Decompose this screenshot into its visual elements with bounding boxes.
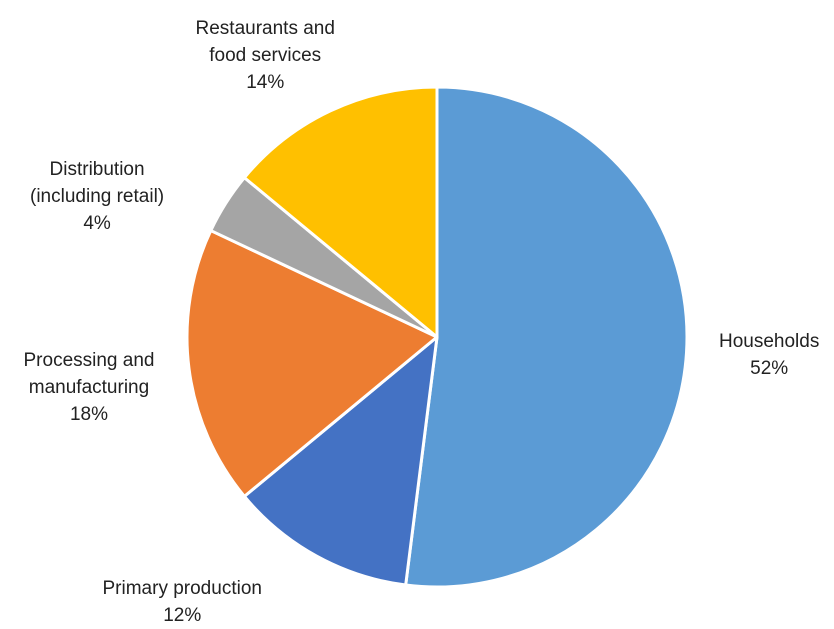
label-processing-manufacturing-name: Processing and manufacturing [23,349,155,398]
pie-slice-primary-production [242,335,439,587]
label-restaurants-food-services-percent: 14% [246,71,285,93]
label-restaurants-food-services-name: Restaurants and food services [195,17,335,66]
label-processing-manufacturing: Processing and manufacturing 18% [24,347,155,428]
label-restaurants-food-services: Restaurants and food services 14% [196,15,335,96]
pie-slice-restaurants-and-food-services [242,85,439,339]
label-households-percent: 52% [750,358,789,379]
label-distribution-percent: 4% [83,212,111,234]
label-primary-production-percent: 12% [163,605,202,626]
label-primary-production-name: Primary production [102,578,262,599]
pie-slice-processing-and-manufacturing [185,229,439,498]
label-distribution-name: Distribution (including retail) [30,158,165,207]
label-processing-manufacturing-percent: 18% [69,403,108,425]
pie-slice-households [404,85,689,589]
label-households-name: Households [719,331,820,352]
label-primary-production: Primary production 12% [103,575,262,629]
label-distribution: Distribution (including retail) 4% [30,156,164,237]
label-households: Households 52% [719,328,819,382]
